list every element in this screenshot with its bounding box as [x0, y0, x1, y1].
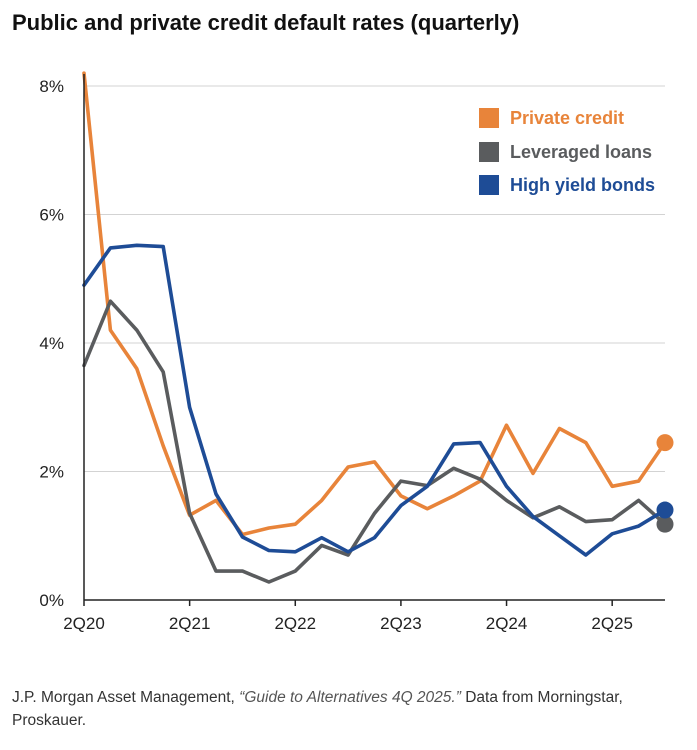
series-line-private-credit — [82, 71, 667, 537]
end-point-high-yield-bonds — [656, 501, 674, 519]
end-point-private-credit — [656, 434, 674, 452]
x-tick-label: 2Q24 — [486, 614, 528, 633]
source-prefix: J.P. Morgan Asset Management, — [12, 689, 240, 706]
y-tick-label: 0% — [39, 591, 64, 610]
source-title: “Guide to Alternatives 4Q 2025.” — [239, 689, 461, 706]
end-points — [656, 434, 674, 533]
y-axis-ticks: 0% 2% 4% 6% 8% — [39, 77, 64, 610]
series-line-high-yield-bonds — [82, 243, 667, 557]
x-tick-label: 2Q25 — [591, 614, 633, 633]
source-suffix: Data from Morningstar, Proskauer. — [12, 689, 623, 729]
x-axis-ticks: 2Q20 2Q21 2Q22 2Q23 2Q24 2Q25 — [63, 600, 633, 633]
legend: Private credit Leveraged loans High yield … — [479, 108, 655, 195]
x-tick-label: 2Q22 — [274, 614, 316, 633]
legend-label: High yield bonds — [510, 175, 655, 195]
x-tick-label: 2Q20 — [63, 614, 105, 633]
x-tick-label: 2Q23 — [380, 614, 422, 633]
legend-swatch — [479, 175, 499, 195]
source-note: J.P. Morgan Asset Management, “Guide to … — [12, 686, 682, 732]
x-tick-label: 2Q21 — [169, 614, 211, 633]
series-line-leveraged-loans — [82, 299, 667, 584]
end-point-leveraged-loans — [656, 515, 674, 533]
y-tick-label: 8% — [39, 77, 64, 96]
line-chart: 0% 2% 4% 6% 8% 2Q20 2Q21 2Q22 2Q23 2Q24 2Q25 Priv… — [39, 71, 674, 633]
legend-swatch — [479, 142, 499, 162]
y-tick-label: 6% — [39, 206, 64, 225]
y-tick-label: 2% — [39, 463, 64, 482]
chart-title: Public and private credit default rates … — [12, 10, 520, 35]
legend-label: Leveraged loans — [510, 142, 652, 162]
series-lines — [82, 71, 667, 584]
legend-swatch — [479, 108, 499, 128]
legend-label: Private credit — [510, 108, 624, 128]
y-tick-label: 4% — [39, 334, 64, 353]
axes — [83, 74, 665, 601]
